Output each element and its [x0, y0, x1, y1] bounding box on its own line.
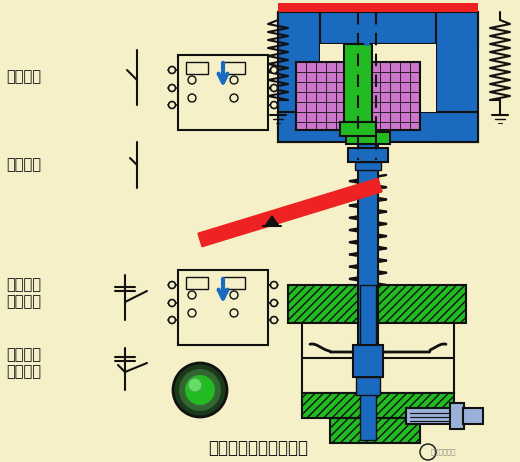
Bar — [302, 323, 454, 393]
Circle shape — [188, 76, 196, 84]
Circle shape — [168, 281, 176, 288]
Circle shape — [168, 67, 176, 73]
Circle shape — [270, 281, 278, 288]
Bar — [186, 62, 208, 74]
Circle shape — [230, 76, 238, 84]
Bar — [356, 377, 380, 395]
Bar — [340, 122, 376, 136]
Bar — [330, 418, 420, 443]
Bar — [302, 393, 454, 418]
Bar — [296, 62, 346, 130]
Text: 精品课程专用: 精品课程专用 — [431, 449, 457, 456]
Circle shape — [188, 378, 202, 392]
Bar — [223, 62, 245, 74]
Text: 瞬动常闭: 瞬动常闭 — [6, 69, 41, 85]
Bar — [223, 277, 245, 289]
Circle shape — [168, 316, 176, 323]
Bar — [344, 44, 372, 122]
Circle shape — [188, 309, 196, 317]
Circle shape — [270, 67, 278, 73]
Polygon shape — [198, 178, 382, 247]
Bar — [450, 403, 464, 429]
Circle shape — [270, 316, 278, 323]
Bar — [288, 285, 466, 323]
Circle shape — [230, 309, 238, 317]
Bar — [436, 12, 478, 142]
Bar — [278, 112, 478, 142]
Circle shape — [168, 299, 176, 306]
Circle shape — [270, 299, 278, 306]
Polygon shape — [265, 216, 279, 226]
Circle shape — [270, 85, 278, 91]
Bar — [278, 12, 478, 44]
Circle shape — [270, 102, 278, 109]
Circle shape — [168, 102, 176, 109]
Bar — [346, 132, 390, 144]
Circle shape — [188, 291, 196, 299]
Bar — [186, 277, 208, 289]
Circle shape — [184, 374, 216, 406]
Text: 断电延时型时间继电器: 断电延时型时间继电器 — [208, 439, 308, 457]
Circle shape — [173, 363, 227, 417]
Circle shape — [230, 94, 238, 102]
Circle shape — [188, 94, 196, 102]
Circle shape — [168, 85, 176, 91]
Text: 延时断开
常开触头: 延时断开 常开触头 — [6, 277, 41, 309]
Bar — [370, 62, 420, 130]
Bar — [406, 408, 454, 424]
Text: 延时闭合
常闭触头: 延时闭合 常闭触头 — [6, 347, 41, 379]
Bar — [355, 162, 381, 170]
Bar — [358, 136, 378, 356]
Bar — [278, 12, 320, 142]
Text: 瞬动常开: 瞬动常开 — [6, 158, 41, 172]
Bar — [360, 285, 376, 440]
Circle shape — [178, 368, 222, 412]
Bar — [178, 55, 268, 130]
Bar — [178, 270, 268, 345]
Bar — [348, 148, 388, 162]
Bar — [278, 3, 478, 12]
Bar — [353, 345, 383, 377]
Circle shape — [230, 291, 238, 299]
Bar — [320, 44, 436, 112]
Bar — [463, 408, 483, 424]
Circle shape — [420, 444, 436, 460]
